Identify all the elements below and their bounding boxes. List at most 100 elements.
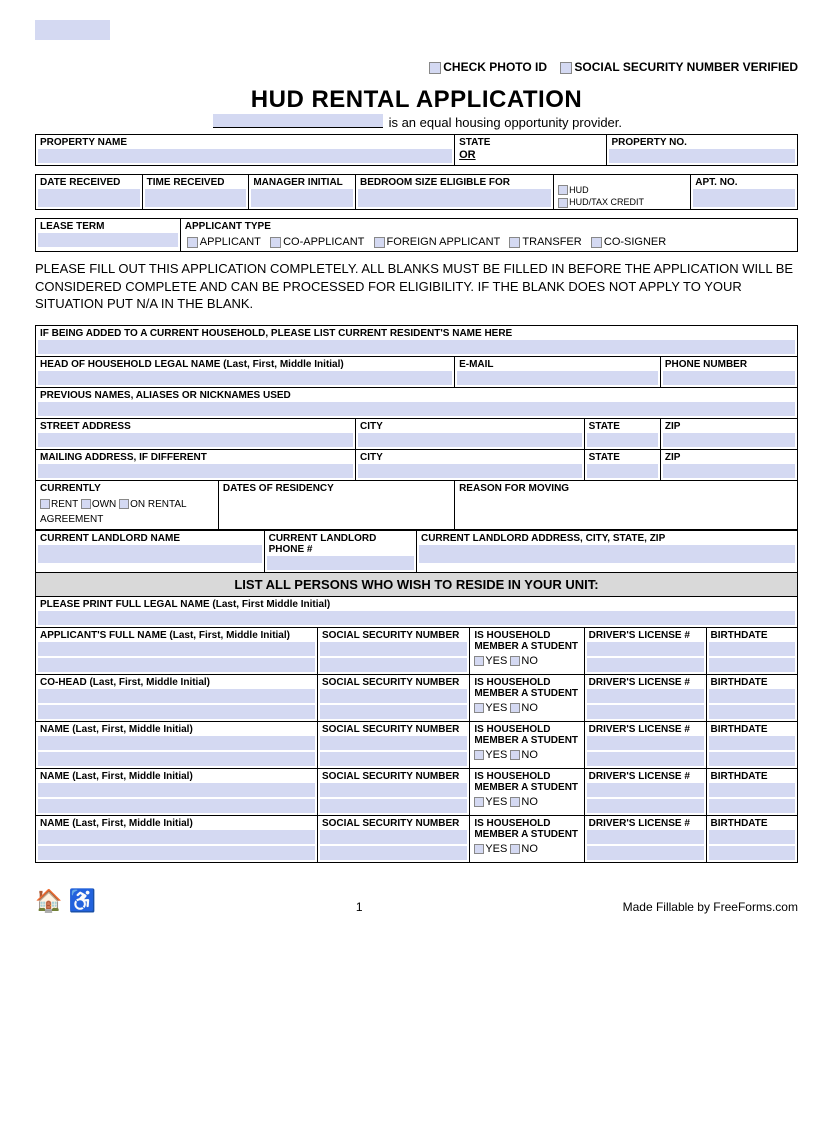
apt-no-input[interactable] — [693, 189, 795, 207]
p1-yes-checkbox[interactable] — [474, 656, 484, 666]
p2-ssn-input2[interactable] — [320, 705, 467, 719]
p4-ssn-input[interactable] — [320, 783, 467, 797]
rent-checkbox[interactable] — [40, 499, 50, 509]
p3-ssn-input[interactable] — [320, 736, 467, 750]
p4-no-checkbox[interactable] — [510, 797, 520, 807]
applicant-checkbox[interactable] — [187, 237, 198, 248]
p3-bd-label: BIRTHDATE — [707, 722, 797, 736]
co-signer-checkbox[interactable] — [591, 237, 602, 248]
state3-input[interactable] — [587, 464, 658, 478]
landlord-phone-input[interactable] — [267, 556, 414, 570]
co-applicant-checkbox[interactable] — [270, 237, 281, 248]
p1-no-checkbox[interactable] — [510, 656, 520, 666]
property-no-label: PROPERTY NO. — [607, 135, 797, 149]
manager-initial-input[interactable] — [251, 189, 353, 207]
p2-name-input[interactable] — [38, 689, 315, 703]
time-received-label: TIME RECEIVED — [143, 175, 249, 189]
hud-checkbox[interactable] — [558, 185, 568, 195]
p2-no-checkbox[interactable] — [510, 703, 520, 713]
p2-dl-input2[interactable] — [587, 705, 704, 719]
p3-name-input[interactable] — [38, 736, 315, 750]
p1-ssn-input2[interactable] — [320, 658, 467, 672]
p3-no-checkbox[interactable] — [510, 750, 520, 760]
p3-ssn-input2[interactable] — [320, 752, 467, 766]
foreign-checkbox[interactable] — [374, 237, 385, 248]
bedroom-input[interactable] — [358, 189, 551, 207]
p5-ssn-input[interactable] — [320, 830, 467, 844]
p2-dl-input[interactable] — [587, 689, 704, 703]
p2-yes-checkbox[interactable] — [474, 703, 484, 713]
mailing-input[interactable] — [38, 464, 353, 478]
p5-name-input2[interactable] — [38, 846, 315, 860]
p1-dl-input2[interactable] — [587, 658, 704, 672]
p1-name-input[interactable] — [38, 642, 315, 656]
top-fill-box[interactable] — [35, 20, 110, 40]
p1-bd-input[interactable] — [709, 642, 795, 656]
landlord-name-input[interactable] — [38, 545, 262, 563]
p3-dl-input[interactable] — [587, 736, 704, 750]
p3-bd-input[interactable] — [709, 736, 795, 750]
property-no-input[interactable] — [609, 149, 795, 163]
on-rental-checkbox[interactable] — [119, 499, 129, 509]
prev-names-input[interactable] — [38, 402, 795, 416]
p4-yes-checkbox[interactable] — [474, 797, 484, 807]
street-input[interactable] — [38, 433, 353, 447]
p5-bd-input2[interactable] — [709, 846, 795, 860]
p5-no-checkbox[interactable] — [510, 844, 520, 854]
p1-ssn-input[interactable] — [320, 642, 467, 656]
subtitle-suffix: is an equal housing opportunity provider… — [385, 115, 622, 130]
lease-term-input[interactable] — [38, 233, 178, 247]
p4-bd-input[interactable] — [709, 783, 795, 797]
email-label: E-MAIL — [455, 357, 660, 371]
p1-bd-input2[interactable] — [709, 658, 795, 672]
p5-bd-input[interactable] — [709, 830, 795, 844]
p5-yes-checkbox[interactable] — [474, 844, 484, 854]
p5-name-input[interactable] — [38, 830, 315, 844]
p2-dl-label: DRIVER'S LICENSE # — [585, 675, 706, 689]
property-name-input[interactable] — [38, 149, 452, 163]
p4-bd-input2[interactable] — [709, 799, 795, 813]
own-label: OWN — [92, 499, 116, 510]
zip-input[interactable] — [663, 433, 795, 447]
persons-print-input[interactable] — [38, 611, 795, 625]
p4-name-input2[interactable] — [38, 799, 315, 813]
zip2-input[interactable] — [663, 464, 795, 478]
own-checkbox[interactable] — [81, 499, 91, 509]
transfer-checkbox[interactable] — [509, 237, 520, 248]
p3-name-input2[interactable] — [38, 752, 315, 766]
p5-dl-input2[interactable] — [587, 846, 704, 860]
p5-ssn-input2[interactable] — [320, 846, 467, 860]
p3-yes-checkbox[interactable] — [474, 750, 484, 760]
p3-bd-input2[interactable] — [709, 752, 795, 766]
date-received-input[interactable] — [38, 189, 140, 207]
p2-name-input2[interactable] — [38, 705, 315, 719]
time-received-input[interactable] — [145, 189, 247, 207]
p5-dl-input[interactable] — [587, 830, 704, 844]
added-input[interactable] — [38, 340, 795, 354]
p4-ssn-input2[interactable] — [320, 799, 467, 813]
check-photo-checkbox[interactable] — [429, 62, 441, 74]
p2-bd-input2[interactable] — [709, 705, 795, 719]
p4-dl-input2[interactable] — [587, 799, 704, 813]
instructions: PLEASE FILL OUT THIS APPLICATION COMPLET… — [35, 260, 798, 313]
p2-bd-input[interactable] — [709, 689, 795, 703]
landlord-addr-input[interactable] — [419, 545, 795, 563]
provider-name-input[interactable] — [213, 114, 383, 128]
phone-input[interactable] — [663, 371, 795, 385]
p1-name-input2[interactable] — [38, 658, 315, 672]
city2-input[interactable] — [358, 464, 582, 478]
head-name-input[interactable] — [38, 371, 452, 385]
email-input[interactable] — [457, 371, 658, 385]
p4-dl-label: DRIVER'S LICENSE # — [585, 769, 706, 783]
city-input[interactable] — [358, 433, 582, 447]
p1-dl-input[interactable] — [587, 642, 704, 656]
ssn-verified-checkbox[interactable] — [560, 62, 572, 74]
state2-input[interactable] — [587, 433, 658, 447]
hud-tax-checkbox[interactable] — [558, 198, 568, 208]
on-rental-label: ON RENTAL — [130, 499, 187, 510]
p4-name-input[interactable] — [38, 783, 315, 797]
p3-dl-input2[interactable] — [587, 752, 704, 766]
p2-ssn-input[interactable] — [320, 689, 467, 703]
apt-no-label: APT. NO. — [691, 175, 797, 189]
p4-dl-input[interactable] — [587, 783, 704, 797]
